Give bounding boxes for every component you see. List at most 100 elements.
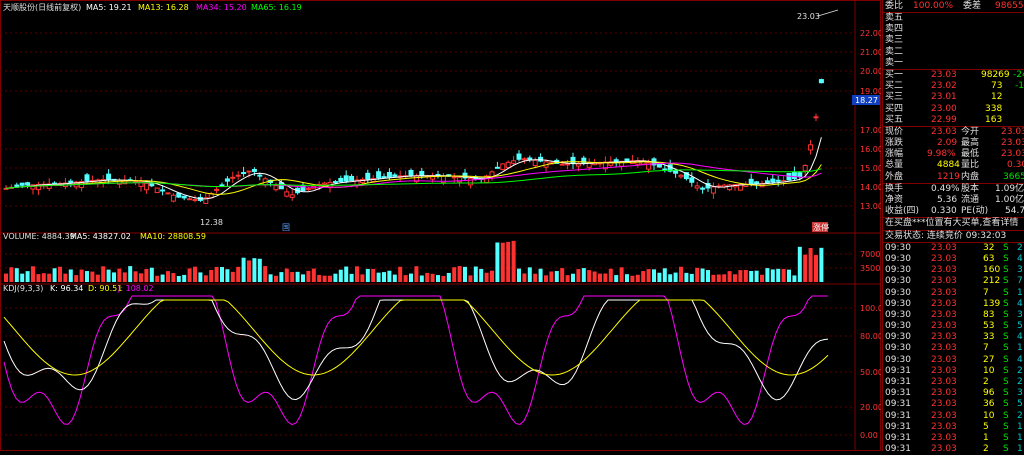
buy-row[interactable]: 买二 23.02 73 -1 — [885, 81, 1024, 92]
candle-body — [408, 169, 414, 177]
candle-body — [678, 174, 684, 178]
buy-row[interactable]: 买五 22.99 163 — [885, 114, 1003, 125]
candle-body — [494, 166, 500, 169]
tick-row: 09:30 23.03 7 S 1 — [885, 343, 1023, 354]
volume-bar — [47, 273, 52, 282]
candle-body — [505, 161, 511, 169]
volume-bar — [290, 272, 295, 282]
volume-bar — [247, 260, 251, 282]
tick-row: 09:30 23.03 139 S 4 — [885, 298, 1023, 309]
volume-bar — [517, 268, 521, 282]
volume-bar — [236, 266, 241, 282]
tick-row: 09:31 23.03 5 S 1 — [885, 421, 1023, 432]
volume-bar — [387, 270, 392, 282]
volume-bar — [263, 266, 268, 282]
volume-bar — [409, 273, 413, 282]
volume-bar — [382, 272, 386, 282]
candle-body — [656, 163, 662, 168]
volume-bar — [284, 268, 289, 282]
candle-body — [516, 153, 522, 160]
volume-bar — [252, 258, 257, 282]
candle-body — [246, 170, 252, 173]
candle-body — [84, 174, 90, 182]
notice-block[interactable]: 在买盘***位置有大买单,查看详情 — [883, 217, 1024, 229]
volume-bar — [754, 270, 759, 282]
volume-bar — [365, 268, 370, 282]
volume-bar — [630, 275, 635, 282]
svg-text:80.00: 80.00 — [860, 332, 881, 341]
candle-body — [192, 199, 198, 202]
candle-body — [219, 184, 225, 187]
volume-bar — [625, 274, 629, 282]
candle-body — [165, 192, 171, 195]
tick-list[interactable]: 09:30 23.03 32 S 2 09:30 23.03 63 S 4 09:30 23.03 16… — [883, 241, 1024, 455]
volume-bar — [662, 268, 667, 282]
trade-status: 交易状态: 连续竞价 09:32:03 — [885, 230, 1007, 241]
kdj-d-line — [3, 299, 829, 376]
volume-bar — [646, 269, 651, 282]
tick-row: 09:30 23.03 27 S 4 — [885, 354, 1023, 365]
candles — [3, 78, 824, 204]
volume-bar — [144, 269, 149, 282]
svg-text:20.00: 20.00 — [860, 403, 881, 412]
volume-bar — [117, 268, 122, 282]
kdj-title: KDJ(9,3,3) — [3, 284, 43, 293]
volume-bar — [306, 270, 311, 282]
volume-bar — [203, 275, 208, 282]
volume-bar — [230, 271, 235, 282]
volume-bar — [538, 268, 543, 282]
volume-bar — [414, 266, 419, 282]
volume-bar — [803, 254, 808, 282]
candle-body — [376, 171, 382, 179]
volume-bar — [257, 258, 262, 282]
tick-row: 09:31 23.03 2 S 1 — [885, 444, 1023, 455]
volume-bar — [506, 241, 511, 282]
candle-body — [30, 184, 36, 190]
svg-text:19.00: 19.00 — [860, 87, 881, 96]
volume-bar — [668, 274, 673, 282]
volume-bar — [436, 275, 440, 282]
buy-row[interactable]: 买三 23.01 12 — [885, 92, 1003, 103]
volume-bar — [133, 271, 138, 282]
volume-bar — [797, 246, 802, 282]
candle-body — [451, 176, 457, 179]
candle-body — [802, 164, 808, 172]
chart-area[interactable]: 天顺股份(日线前复权) MA5: 19.21 MA13: 16.28 MA34:… — [0, 0, 881, 451]
svg-text:70000: 70000 — [860, 250, 881, 259]
volume-bar — [500, 242, 505, 282]
candle-body — [149, 183, 155, 187]
volume-bar — [279, 272, 284, 282]
candle-body — [170, 194, 176, 202]
ma34-label: MA34: 15.20 — [196, 3, 247, 12]
volume-bar — [338, 269, 343, 282]
buy-row[interactable]: 买四 23.00 338 — [885, 103, 1003, 114]
candle-body — [467, 177, 473, 186]
candle-body — [230, 176, 236, 179]
volume-bar — [160, 274, 165, 282]
volume-bar — [452, 267, 457, 282]
volume-bar — [425, 272, 430, 282]
candle-body — [154, 187, 160, 194]
candle-body — [176, 192, 182, 198]
tick-row: 09:31 23.03 10 S 2 — [885, 365, 1023, 376]
volume-bar — [581, 268, 586, 282]
candle-body — [187, 198, 193, 201]
volume-bar — [571, 273, 575, 282]
chart-svg[interactable]: 天顺股份(日线前复权) MA5: 19.21 MA13: 16.28 MA34:… — [0, 0, 881, 451]
volume-bar — [209, 269, 214, 282]
volume-bar — [193, 266, 197, 282]
candle-body — [710, 186, 716, 194]
volume-bar — [733, 274, 737, 282]
bottom-marker: 国 — [282, 223, 290, 232]
big-order-notice[interactable]: 在买盘***位置有大买单,查看详情 — [885, 218, 1019, 229]
volume-bar — [295, 271, 300, 282]
volume-bar — [679, 266, 683, 282]
volume-bar — [355, 266, 359, 282]
volume-bar — [770, 269, 775, 282]
tick-row: 09:30 23.03 63 S 4 — [885, 253, 1023, 264]
candle-body — [386, 172, 392, 178]
volume-bar — [349, 273, 354, 282]
candle-body — [538, 156, 544, 162]
moving-averages — [5, 137, 822, 200]
